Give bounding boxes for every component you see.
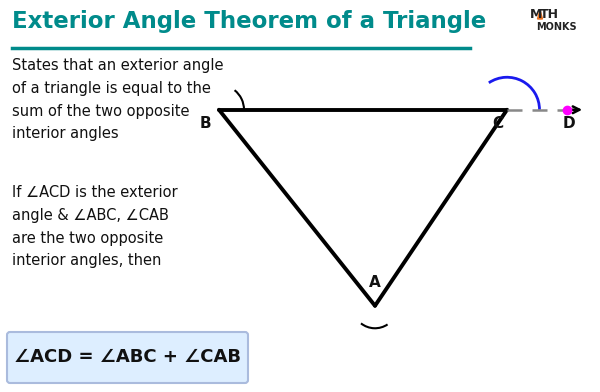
Text: C: C: [492, 116, 503, 131]
Text: M: M: [530, 8, 542, 21]
Text: MONKS: MONKS: [536, 22, 577, 32]
Text: States that an exterior angle
of a triangle is equal to the
sum of the two oppos: States that an exterior angle of a trian…: [12, 58, 223, 142]
Text: ∠ACD = ∠ABC + ∠CAB: ∠ACD = ∠ABC + ∠CAB: [14, 348, 241, 367]
Text: Exterior Angle Theorem of a Triangle: Exterior Angle Theorem of a Triangle: [12, 10, 486, 33]
Text: TH: TH: [540, 8, 559, 21]
Polygon shape: [538, 10, 542, 19]
FancyBboxPatch shape: [7, 332, 248, 383]
Text: A: A: [369, 275, 381, 290]
Text: B: B: [199, 116, 211, 131]
Text: If ∠ACD is the exterior
angle & ∠ABC, ∠CAB
are the two opposite
interior angles,: If ∠ACD is the exterior angle & ∠ABC, ∠C…: [12, 185, 178, 269]
Text: D: D: [563, 116, 575, 131]
